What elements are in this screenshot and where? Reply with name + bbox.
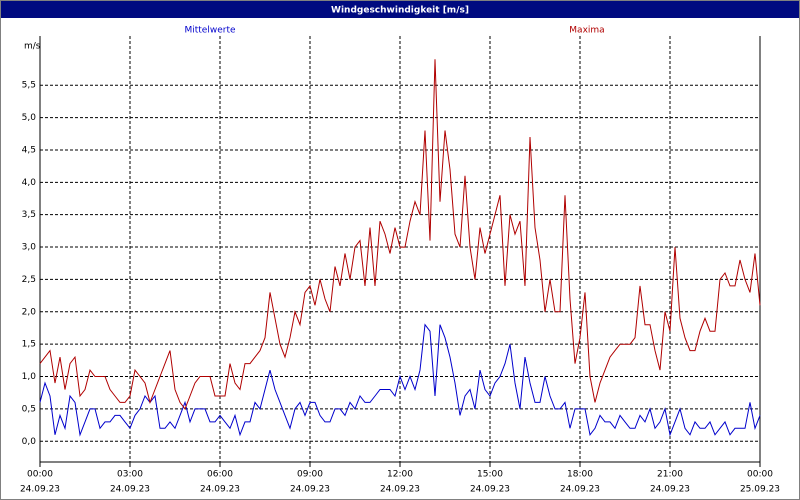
x-tick-label: 00:00	[27, 470, 53, 480]
x-tick-label: 03:00	[117, 470, 143, 480]
legend-entry: Maxima	[569, 26, 604, 36]
y-tick-label: 5,5	[22, 81, 36, 91]
y-tick-label: 0,5	[22, 404, 36, 414]
x-tick-date: 24.09.23	[20, 485, 60, 495]
x-tick-label: 06:00	[207, 470, 233, 480]
x-tick-label: 09:00	[297, 470, 323, 480]
title-bar	[1, 1, 799, 18]
x-tick-label: 00:00	[747, 470, 773, 480]
x-tick-label: 21:00	[657, 470, 683, 480]
x-tick-date: 24.09.23	[380, 485, 420, 495]
y-tick-label: 3,0	[22, 243, 37, 253]
x-tick-date: 24.09.23	[110, 485, 150, 495]
x-tick-label: 18:00	[567, 470, 593, 480]
y-tick-label: 2,0	[22, 307, 37, 317]
x-tick-label: 12:00	[387, 470, 413, 480]
y-tick-label: 5,0	[22, 113, 37, 123]
x-tick-date: 24.09.23	[200, 485, 240, 495]
y-tick-label: 1,0	[22, 372, 37, 382]
y-tick-label: 3,5	[22, 210, 36, 220]
legend-entry: Mittelwerte	[184, 26, 235, 36]
series-line	[39, 323, 761, 437]
x-tick-date: 24.09.23	[560, 485, 600, 495]
chart-title: Windgeschwindigkeit [m/s]	[331, 6, 469, 16]
x-tick-date: 25.09.23	[740, 485, 780, 495]
y-tick-label: 2,5	[22, 275, 36, 285]
series-line	[39, 59, 761, 410]
x-tick-date: 24.09.23	[470, 485, 510, 495]
y-tick-label: 4,5	[22, 145, 36, 155]
y-tick-label: 4,0	[22, 178, 37, 188]
y-axis-label: m/s	[24, 42, 41, 52]
y-tick-label: 1,5	[22, 340, 36, 350]
x-tick-date: 24.09.23	[290, 485, 330, 495]
x-tick-date: 24.09.23	[650, 485, 690, 495]
x-tick-label: 15:00	[477, 470, 503, 480]
y-tick-label: 0,0	[22, 437, 37, 447]
